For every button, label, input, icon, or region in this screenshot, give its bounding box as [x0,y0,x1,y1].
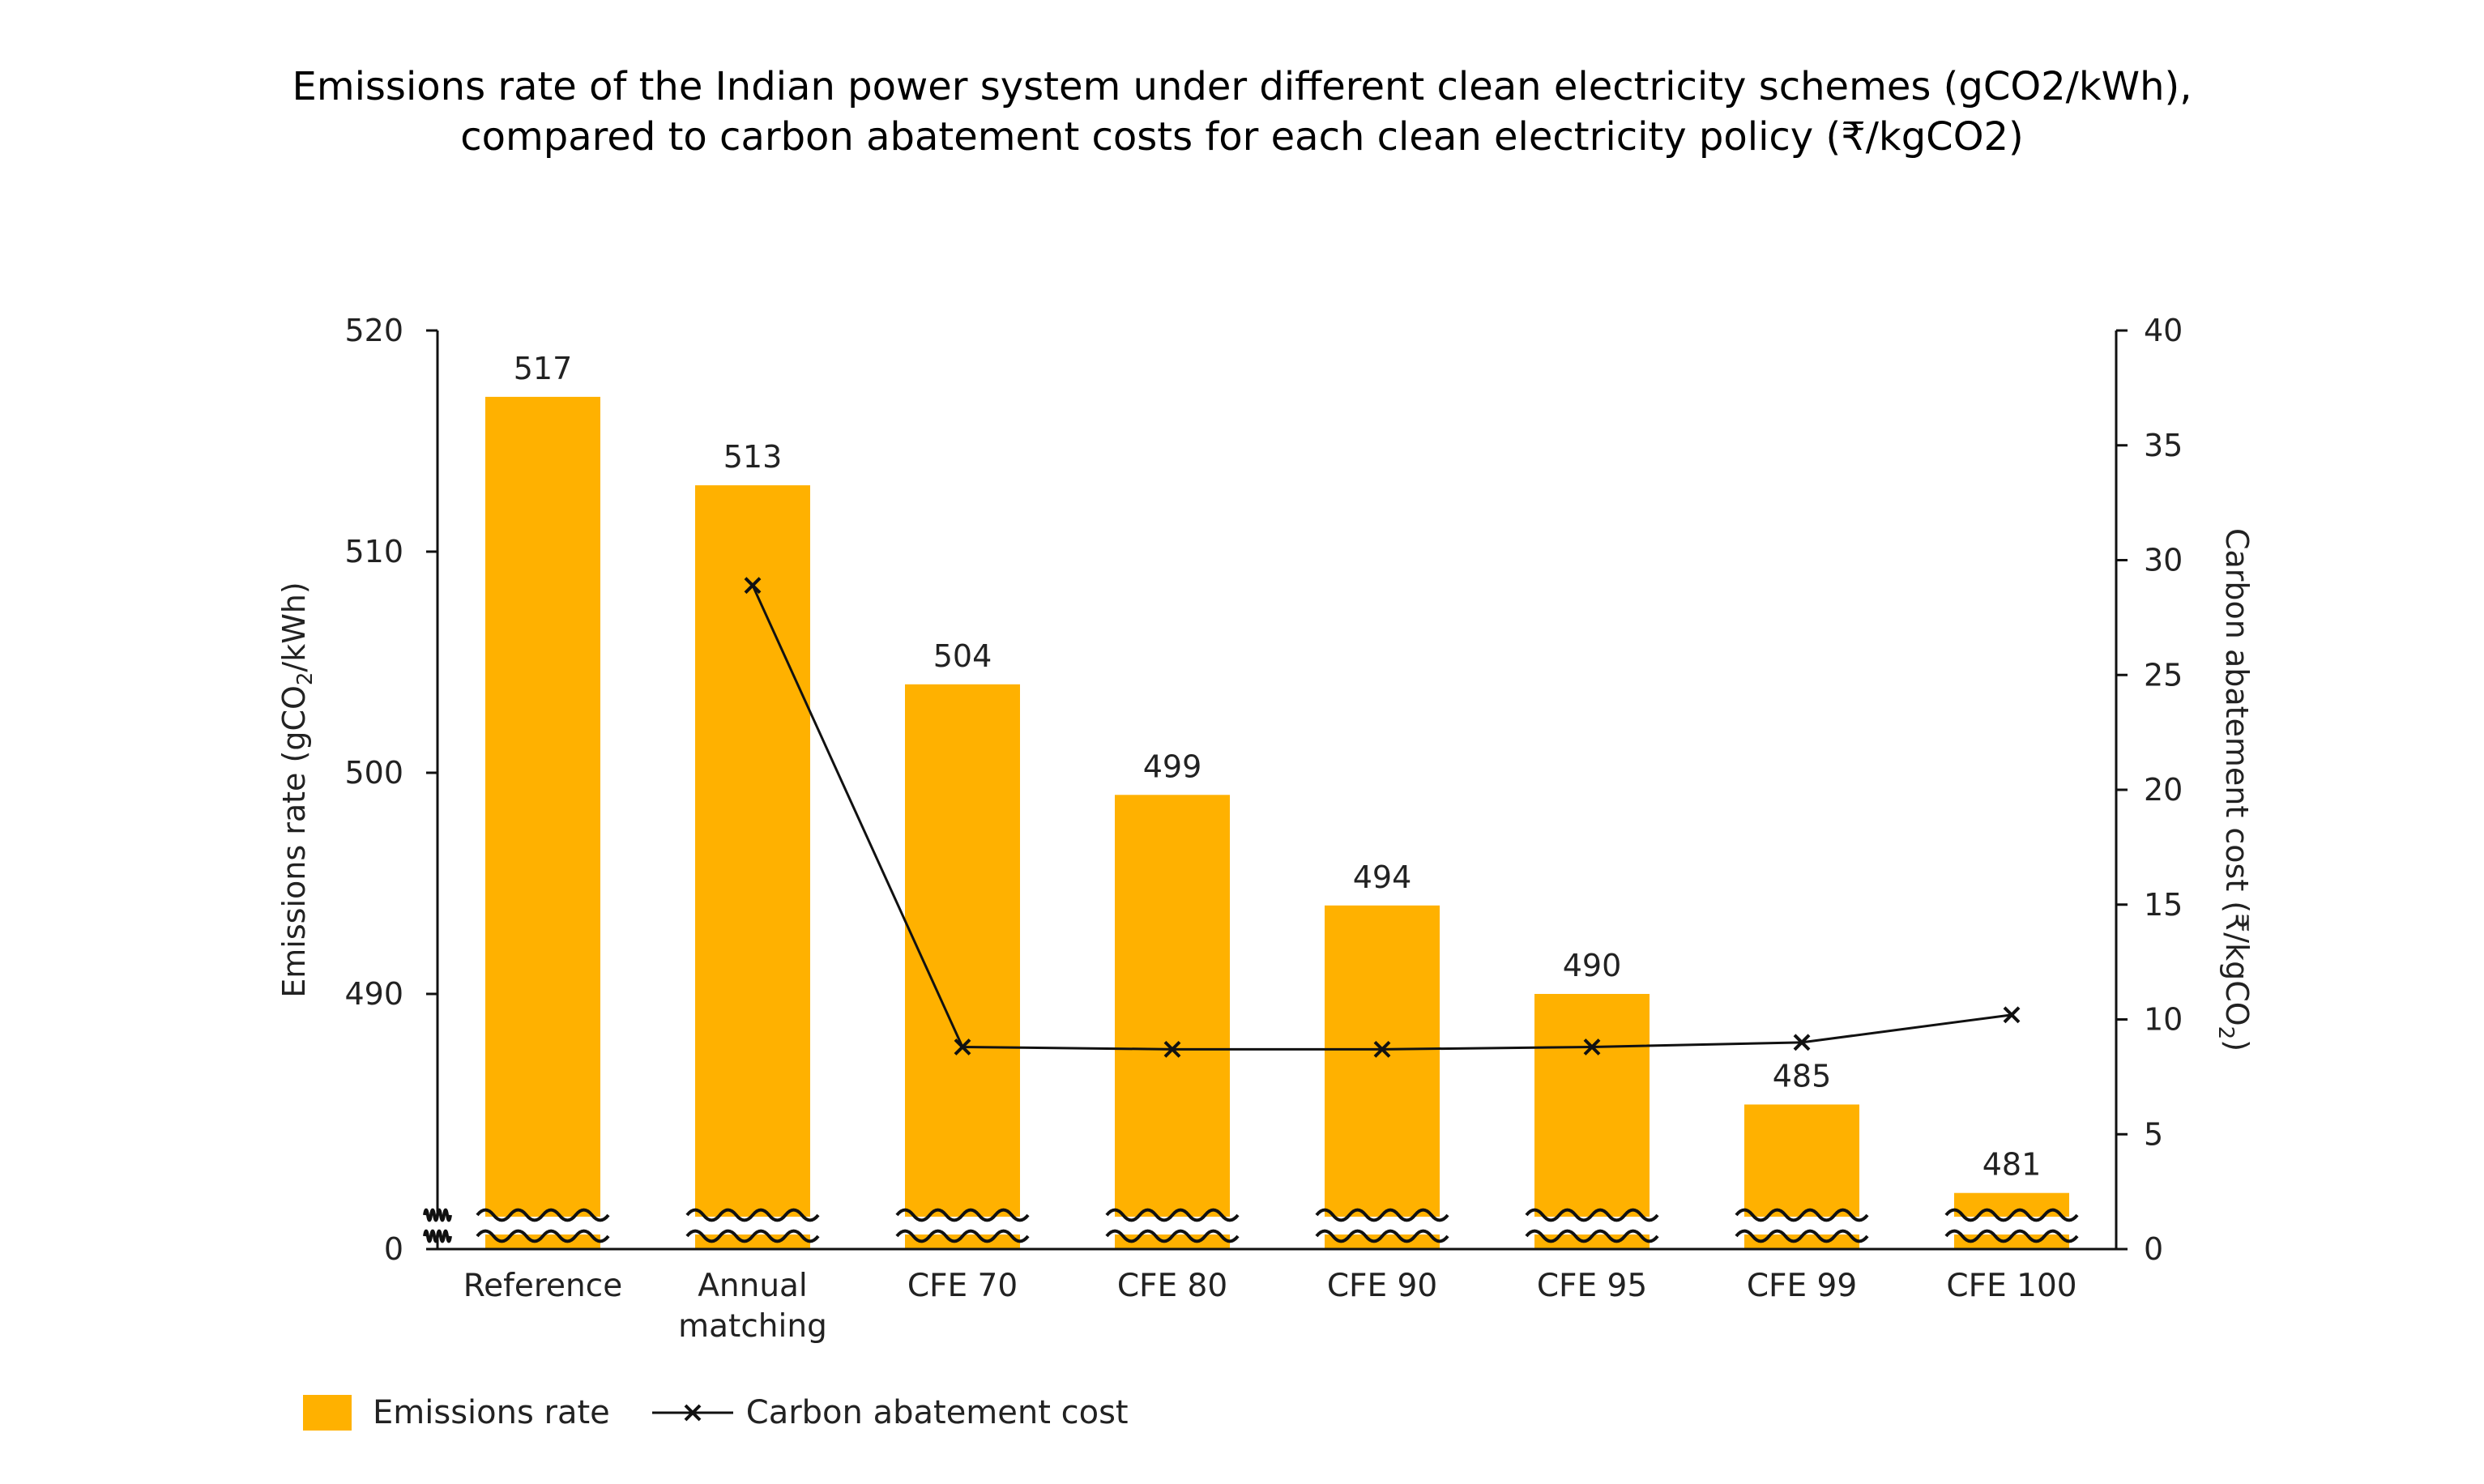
left-axis-tick-label-3: 500 [344,755,403,791]
left-axis-title: Emissions rate (gCO2/kWh) [276,582,318,997]
axis-break-gap-7 [1735,1217,1869,1235]
right-axis-tick-label-9: 40 [2144,313,2183,348]
legend: Emissions rate Carbon abatement cost [303,1390,1129,1435]
carbon-abatement-cost-marker-6 [1583,1038,1601,1055]
axis-break-lower-6 [1525,1229,1659,1243]
carbon-abatement-cost-marker-7 [1793,1034,1811,1051]
bar-2 [695,485,810,1249]
bar-value-label-8: 481 [1983,1147,2042,1183]
carbon-abatement-cost-marker-8 [2003,1006,2021,1024]
x-axis-category-label-6: CFE 95 [1537,1268,1647,1304]
left-axis-tick-label-4: 490 [344,976,403,1012]
axis-break-upper-3 [895,1208,1030,1222]
right-axis-title: Carbon abatement cost (₹/kgCO2) [2213,528,2255,1051]
bar-value-label-2: 513 [723,439,783,475]
bar-value-label-5: 494 [1353,859,1412,895]
axis-break-upper-7 [1735,1208,1869,1222]
x-axis-category-label-7: CFE 99 [1747,1268,1857,1304]
carbon-abatement-cost-marker-3 [954,1038,971,1055]
bar-value-label-7: 485 [1773,1059,1832,1094]
axis-break-upper-2 [685,1208,820,1222]
axis-break-lower-4 [1105,1229,1240,1243]
left-axis-tick-label-1: 520 [344,313,403,348]
axis-break-lower-8 [1944,1229,2079,1243]
legend-item-carbon-abatement-cost: Carbon abatement cost [610,1394,1129,1431]
bar-6 [1534,994,1650,1249]
axis-break-upper-5 [1315,1208,1449,1222]
bar-3 [905,684,1020,1249]
carbon-abatement-cost-marker-4 [1163,1040,1181,1058]
chart-title-line-1: Emissions rate of the Indian power syste… [292,64,2192,109]
right-axis-tick-label-6: 25 [2144,657,2183,693]
right-axis-tick-label-4: 15 [2144,887,2183,923]
x-axis-category-label-2-line-1: Annual [698,1268,808,1304]
axis-break-upper-8 [1944,1208,2079,1222]
axis-break-gap-1 [476,1217,610,1235]
carbon-abatement-cost-marker-5 [1373,1040,1391,1058]
left-axis-tick-label-2: 510 [344,534,403,569]
axis-break-lower-2 [685,1229,820,1243]
carbon-abatement-cost-marker-2 [744,577,762,595]
bar-value-label-1: 517 [514,351,573,386]
x-axis-category-label-2-line-2: matching [678,1308,827,1345]
axis-break-gap-3 [895,1217,1030,1235]
axis-break-upper-4 [1105,1208,1240,1222]
x-axis-category-label-3: CFE 70 [907,1268,1018,1304]
x-axis-category-label-8: CFE 100 [1946,1268,2076,1304]
bar-5 [1325,905,1440,1249]
bar-4 [1115,795,1230,1249]
legend-line-marker-icon [651,1404,733,1422]
axis-break-upper-6 [1525,1208,1659,1222]
right-axis-tick-label-1: 0 [2144,1231,2163,1267]
legend-label-carbon-abatement-cost: Carbon abatement cost [745,1394,1129,1431]
axis-break-gap-5 [1315,1217,1449,1235]
axis-break-gap-2 [685,1217,820,1235]
x-axis-category-label-1: Reference [463,1268,622,1304]
x-axis-category-label-5: CFE 90 [1327,1268,1437,1304]
legend-swatch-emissions-rate [303,1395,352,1431]
legend-item-emissions-rate: Emissions rate [303,1394,610,1431]
bar-value-label-3: 504 [933,638,992,674]
axis-break-lower-1 [476,1229,610,1243]
right-axis-tick-label-2: 5 [2144,1116,2163,1152]
axis-break-lower-5 [1315,1229,1449,1243]
left-axis-tick-label-5: 0 [384,1231,403,1267]
right-axis-tick-label-8: 35 [2144,428,2183,463]
chart-title: Emissions rate of the Indian power syste… [0,62,2484,162]
axis-break-lower-7 [1735,1229,1869,1243]
axis-break-upper-1 [476,1208,610,1222]
right-axis-tick-label-3: 10 [2144,1002,2183,1038]
bar-1 [485,396,600,1249]
legend-label-emissions-rate: Emissions rate [373,1394,610,1431]
chart-subtitle: compared to carbon abatement costs for e… [460,114,2024,160]
axis-break-gap-4 [1105,1217,1240,1235]
right-axis-tick-label-5: 20 [2144,772,2183,808]
x-axis-category-label-4: CFE 80 [1117,1268,1227,1304]
axis-break-gap-6 [1525,1217,1659,1235]
axis-break-gap-8 [1944,1217,2079,1235]
bar-value-label-6: 490 [1563,948,1622,983]
left-axis-break-upper [423,1208,452,1222]
bar-value-label-4: 499 [1143,748,1202,784]
right-axis-tick-label-7: 30 [2144,543,2183,578]
left-axis-break-lower [423,1229,452,1243]
axis-break-lower-3 [895,1229,1030,1243]
